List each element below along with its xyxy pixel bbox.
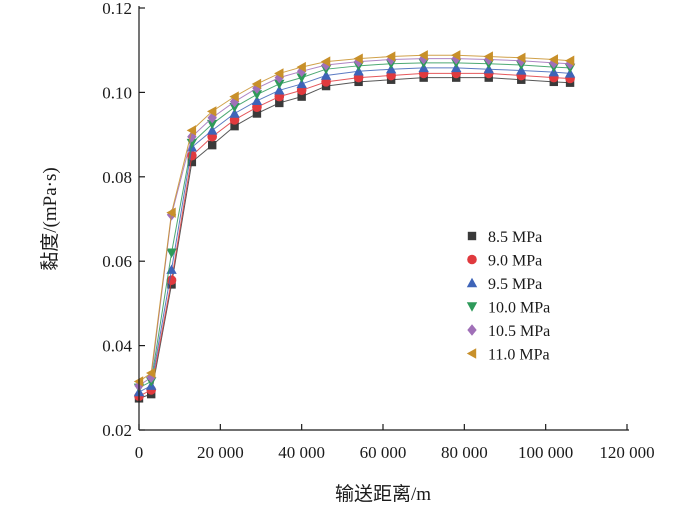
legend-marker bbox=[466, 302, 478, 312]
data-point bbox=[548, 54, 558, 65]
y-tick-label: 0.12 bbox=[102, 0, 132, 18]
data-point bbox=[418, 50, 428, 61]
x-tick-label: 80 000 bbox=[441, 443, 488, 462]
legend-item: 11.0 MPa bbox=[466, 347, 550, 364]
legend-item: 10.0 MPa bbox=[466, 300, 550, 317]
data-point bbox=[229, 108, 240, 118]
data-point bbox=[297, 92, 306, 101]
data-point bbox=[146, 367, 156, 379]
data-point bbox=[549, 57, 559, 69]
data-point bbox=[207, 119, 218, 130]
x-tick-label: 60 000 bbox=[360, 443, 407, 462]
x-axis-title: 输送距离/m bbox=[335, 483, 431, 505]
series-line bbox=[138, 58, 571, 387]
data-point bbox=[320, 70, 332, 80]
data-point bbox=[274, 85, 285, 95]
series-line bbox=[138, 54, 571, 382]
legend-marker bbox=[467, 231, 477, 241]
legend-item: 10.5 MPa bbox=[467, 323, 550, 340]
data-point bbox=[564, 55, 575, 66]
data-point bbox=[229, 91, 239, 102]
data-point bbox=[296, 73, 307, 83]
data-point bbox=[207, 125, 218, 135]
data-point bbox=[296, 78, 307, 89]
data-point bbox=[385, 51, 396, 62]
legend: 8.5 MPa 9.0 MPa 9.5 MPa 10.0 MPa 10.5 MPa 11.… bbox=[466, 229, 550, 364]
x-tick-label: 120 000 bbox=[599, 443, 654, 462]
legend-label: 11.0 MPa bbox=[488, 347, 550, 364]
legend-item: 9.5 MPa bbox=[466, 276, 542, 293]
legend-label: 10.0 MPa bbox=[488, 300, 550, 317]
data-point bbox=[166, 207, 176, 218]
x-tick-label: 20 000 bbox=[197, 443, 244, 462]
data-point bbox=[166, 264, 177, 274]
legend-label: 9.0 MPa bbox=[488, 253, 542, 270]
series bbox=[133, 50, 575, 387]
series-line bbox=[138, 67, 571, 393]
series bbox=[133, 58, 576, 393]
data-point bbox=[186, 125, 197, 136]
legend-item: 8.5 MPa bbox=[467, 229, 542, 246]
series-line bbox=[138, 77, 571, 399]
legend-marker bbox=[466, 348, 477, 359]
x-ticks: 0 20 000 40 000 60 000 80 000 100 000 120 000 bbox=[135, 424, 655, 462]
data-point bbox=[251, 90, 263, 100]
data-point bbox=[516, 55, 526, 67]
data-point bbox=[229, 102, 240, 113]
y-axis-title: 黏度/(mPa·s) bbox=[39, 167, 61, 270]
series bbox=[134, 52, 575, 392]
legend-label: 10.5 MPa bbox=[488, 323, 550, 340]
x-tick-label: 0 bbox=[135, 443, 144, 462]
data-point bbox=[275, 98, 284, 108]
data-point bbox=[386, 53, 396, 66]
data-point bbox=[274, 79, 285, 90]
data-point bbox=[252, 109, 262, 118]
data-point bbox=[187, 157, 197, 167]
data-point bbox=[166, 248, 177, 258]
legend-marker bbox=[466, 277, 478, 288]
data-point bbox=[251, 95, 263, 106]
data-point bbox=[353, 53, 363, 64]
data-point bbox=[230, 121, 239, 131]
series-line bbox=[138, 72, 571, 397]
legend-label: 8.5 MPa bbox=[488, 229, 542, 246]
data-point bbox=[451, 50, 461, 61]
data-point bbox=[320, 56, 331, 67]
y-tick-label: 0.10 bbox=[102, 83, 132, 102]
y-tick-label: 0.04 bbox=[102, 337, 132, 356]
data-point bbox=[251, 78, 262, 90]
y-ticks: 0.02 0.04 0.06 0.08 0.10 0.12 bbox=[102, 0, 145, 440]
data-point bbox=[274, 68, 284, 79]
y-tick-label: 0.02 bbox=[102, 421, 132, 440]
legend-marker bbox=[467, 254, 477, 265]
data-point bbox=[208, 140, 217, 150]
legend-label: 9.5 MPa bbox=[488, 276, 542, 293]
data-point bbox=[483, 51, 493, 62]
x-tick-label: 40 000 bbox=[278, 443, 325, 462]
plot-series bbox=[133, 50, 576, 403]
data-point bbox=[207, 106, 217, 117]
y-tick-label: 0.06 bbox=[102, 252, 132, 271]
data-point bbox=[296, 61, 306, 73]
x-tick-label: 100 000 bbox=[518, 443, 573, 462]
series-line bbox=[138, 62, 571, 389]
data-point bbox=[187, 131, 197, 143]
axes: 0 20 000 40 000 60 000 80 000 100 000 120 000 … bbox=[102, 0, 654, 462]
legend-marker bbox=[467, 324, 477, 336]
legend-item: 9.0 MPa bbox=[467, 253, 542, 270]
y-tick-label: 0.08 bbox=[102, 168, 132, 187]
data-point bbox=[516, 52, 526, 63]
